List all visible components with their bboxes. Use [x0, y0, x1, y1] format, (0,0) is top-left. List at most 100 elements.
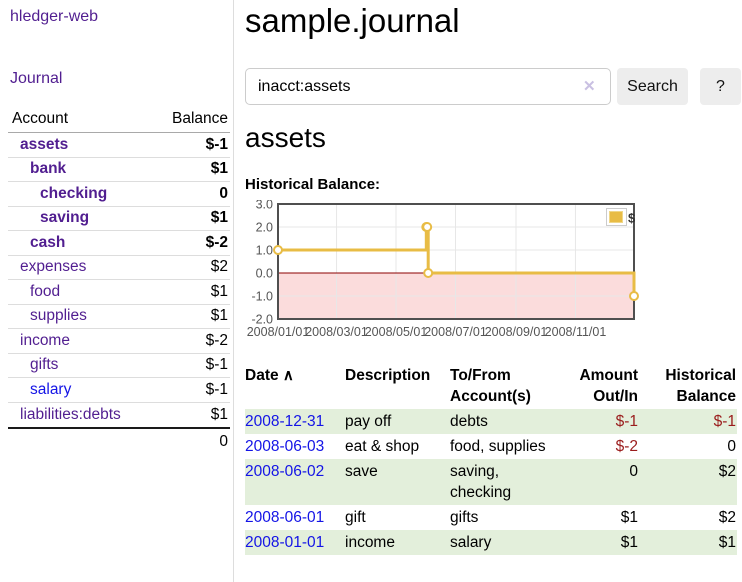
account-row: supplies $1 — [8, 305, 230, 329]
account-row: liabilities:debts $1 — [8, 403, 230, 428]
chart-title: Historical Balance: — [245, 176, 381, 193]
balance-cell: $2 — [718, 509, 736, 526]
account-row: salary $-1 — [8, 378, 230, 403]
transaction-date-link[interactable]: 2008-12-31 — [245, 413, 325, 430]
data-point-marker — [629, 291, 639, 301]
account-row: income $-2 — [8, 329, 230, 354]
account-row: food $1 — [8, 280, 230, 305]
sidebar-account-link[interactable]: gifts — [30, 356, 59, 374]
description-cell: eat & shop — [345, 438, 420, 455]
sidebar: hledger-web Journal Account Balance asse… — [0, 0, 234, 582]
sidebar-account-link[interactable]: expenses — [20, 258, 87, 276]
x-axis-tick-label: 2008/11/01 — [545, 325, 607, 339]
date-cell: 2008-06-02 — [245, 459, 345, 484]
account-balance-value: $-2 — [205, 331, 228, 349]
account-balance-value: $1 — [210, 160, 228, 178]
data-point-marker — [273, 245, 283, 255]
amount-column-header: Amount Out/In — [579, 367, 638, 405]
balance-cell: $2 — [718, 463, 736, 480]
register-table: Date ∧ Description To/From Account(s) Am… — [245, 363, 737, 555]
account-table-header: Account Balance — [8, 106, 230, 133]
page-title: sample.journal — [245, 2, 460, 39]
account-balance-value: $1 — [210, 209, 228, 227]
sidebar-account-link[interactable]: bank — [30, 160, 67, 178]
account-balance-value: $-1 — [205, 380, 228, 398]
date-cell: 2008-01-01 — [245, 530, 345, 555]
balance-cell: $-1 — [713, 413, 736, 430]
transaction-date-link[interactable]: 2008-06-02 — [245, 463, 325, 480]
accounts-column-header: To/From Account(s) — [450, 367, 531, 405]
transaction-row: 2008-06-01 gift gifts $1 $2 — [245, 505, 737, 530]
sidebar-account-link[interactable]: income — [20, 331, 70, 349]
sort-ascending-icon: ∧ — [282, 367, 294, 384]
clear-search-icon[interactable]: ✕ — [583, 78, 596, 95]
account-tree: assets $-1 bank $1 checking 0 saving $1 cash $-2 e… — [8, 133, 230, 427]
account-balance-table: Account Balance assets $-1 bank $1 checking 0… — [8, 106, 230, 454]
accounts-cell: debts — [450, 413, 488, 430]
sidebar-account-link[interactable]: food — [30, 282, 61, 300]
sidebar-account-link[interactable]: cash — [30, 233, 66, 251]
balance-cell: $1 — [718, 534, 736, 551]
x-axis-tick-label: 2008/05/01 — [365, 325, 428, 339]
balance-column-header: Historical Balance — [665, 367, 736, 405]
transaction-row: 2008-06-02 save saving, checking 0 $2 — [245, 459, 737, 505]
account-balance-value: 0 — [219, 184, 228, 202]
account-row: assets $-1 — [8, 133, 230, 158]
sidebar-account-link[interactable]: salary — [30, 380, 72, 398]
description-column-header: Description — [345, 367, 431, 384]
amount-cell: 0 — [629, 463, 638, 480]
transaction-date-link[interactable]: 2008-01-01 — [245, 534, 325, 551]
account-balance-value: $1 — [210, 405, 228, 423]
amount-cell: $-1 — [615, 413, 638, 430]
amount-cell: $-2 — [615, 438, 638, 455]
search-input[interactable] — [245, 68, 611, 105]
x-axis-tick-label: 2008/07/01 — [424, 325, 487, 339]
x-axis-tick-label: 2008/01/01 — [247, 325, 310, 339]
account-row: expenses $2 — [8, 256, 230, 280]
sidebar-account-link[interactable]: supplies — [30, 307, 87, 325]
sidebar-item-journal[interactable]: Journal — [10, 70, 63, 87]
amount-cell: $1 — [620, 509, 638, 526]
sidebar-account-link[interactable]: saving — [40, 209, 90, 227]
help-button[interactable]: ? — [700, 68, 741, 105]
legend-swatch — [609, 211, 623, 223]
y-axis-tick-label: -1.0 — [251, 290, 273, 304]
balance-cell: 0 — [727, 438, 736, 455]
accounts-cell: gifts — [450, 509, 479, 526]
account-balance-value: $-1 — [205, 356, 228, 374]
legend-label: $ — [628, 211, 636, 226]
date-cell: 2008-06-03 — [245, 434, 345, 459]
transaction-date-link[interactable]: 2008-06-03 — [245, 438, 325, 455]
sidebar-account-link[interactable]: checking — [40, 184, 108, 202]
balance-column-header: Balance — [171, 110, 228, 127]
amount-cell: $1 — [620, 534, 638, 551]
account-balance-value: $-2 — [205, 233, 228, 251]
y-axis-tick-label: -2.0 — [251, 313, 273, 327]
y-axis-tick-label: 2.0 — [256, 221, 273, 235]
account-total-row: 0 — [8, 427, 230, 454]
sidebar-account-link[interactable]: liabilities:debts — [20, 405, 121, 423]
y-axis-tick-label: 1.0 — [256, 244, 273, 258]
description-cell: income — [345, 534, 395, 551]
transaction-date-link[interactable]: 2008-06-01 — [245, 509, 325, 526]
transaction-row: 2008-01-01 income salary $1 $1 — [245, 530, 737, 555]
account-row: gifts $-1 — [8, 354, 230, 378]
account-row: checking 0 — [8, 182, 230, 207]
register-table-body: 2008-12-31 pay off debts $-1 $-1 2008-06-03 ea… — [245, 409, 737, 555]
description-cell: save — [345, 463, 378, 480]
plot-border — [277, 203, 635, 320]
main-content: sample.journal ✕ Search ? assets Histori… — [245, 0, 742, 582]
y-axis-tick-label: 0.0 — [256, 267, 273, 281]
search-button[interactable]: Search — [617, 68, 688, 105]
historical-balance-chart: $3.0 2.0 1.0 0.0 -1.0 -2.02008/01/012008/03/0… — [247, 200, 639, 339]
x-axis-tick-label: 2008/03/01 — [305, 325, 368, 339]
transaction-row: 2008-06-03 eat & shop food, supplies $-2 0 — [245, 434, 737, 459]
x-axis-tick-label: 2008/09/01 — [485, 325, 548, 339]
account-balance-value: $-1 — [205, 135, 228, 153]
date-column-header[interactable]: Date ∧ — [245, 367, 294, 384]
account-balance-value: $1 — [210, 307, 228, 325]
app-title-link[interactable]: hledger-web — [10, 8, 99, 25]
search-form: ✕ Search ? — [245, 68, 742, 105]
register-table-header: Date ∧ Description To/From Account(s) Am… — [245, 363, 737, 409]
sidebar-account-link[interactable]: assets — [20, 135, 69, 153]
